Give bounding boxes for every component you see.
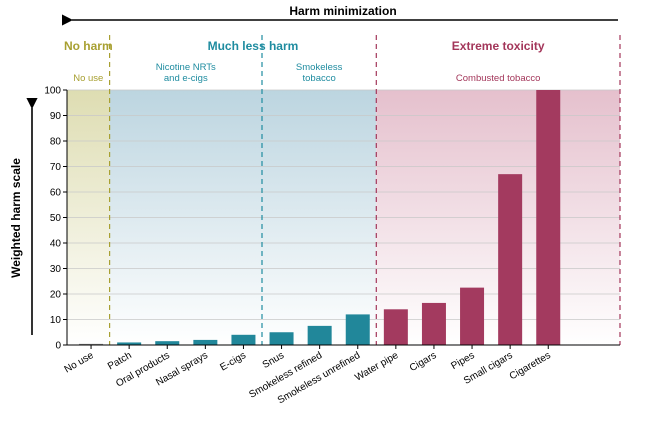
bar xyxy=(307,325,332,345)
bar xyxy=(117,342,142,345)
y-tick-label: 0 xyxy=(55,341,61,352)
bars xyxy=(79,90,561,346)
y-tick-label: 60 xyxy=(50,188,62,199)
region-title: Much less harm xyxy=(208,39,299,53)
y-tick-label: 40 xyxy=(50,239,62,250)
region-subtitle: Nicotine NRTs xyxy=(156,62,216,73)
y-tick-label: 10 xyxy=(50,315,62,326)
x-tick-label: Patch xyxy=(106,350,134,372)
gridlines xyxy=(67,89,620,346)
y-tick-label: 50 xyxy=(50,213,62,224)
bar xyxy=(536,90,561,345)
y-tick-label: 20 xyxy=(50,290,62,301)
x-tick-label: No use xyxy=(63,350,96,376)
y-tick-label: 90 xyxy=(50,111,62,122)
y-tick-label: 100 xyxy=(44,86,61,97)
region-subtitle: Smokeless xyxy=(296,62,343,73)
y-tick-label: 30 xyxy=(50,264,62,275)
bar xyxy=(345,314,370,345)
region-subtitle: and e-cigs xyxy=(164,73,208,84)
harm-minimization-label: Harm minimization xyxy=(289,4,396,18)
region-labels: No harm No use Much less harm Nicotine NRTs… xyxy=(64,39,545,84)
bar xyxy=(460,287,485,345)
region-subtitle: No use xyxy=(73,73,103,84)
y-tick-labels: 0 10 20 30 40 50 60 70 80 90 100 xyxy=(44,86,67,352)
x-tick-label: Snus xyxy=(261,350,286,371)
region-subtitle: tobacco xyxy=(303,73,336,84)
region-dividers xyxy=(108,35,621,345)
x-tick-label: Pipes xyxy=(449,350,476,372)
x-tick-label: Cigars xyxy=(408,350,439,374)
bar xyxy=(421,302,446,345)
y-tick-label: 80 xyxy=(50,137,62,148)
region-title: No harm xyxy=(64,39,113,53)
bar xyxy=(155,341,180,345)
region-title: Extreme toxicity xyxy=(452,39,545,53)
bar xyxy=(193,339,218,345)
x-tick-label: E-cigs xyxy=(218,350,248,373)
y-tick-label: 70 xyxy=(50,162,62,173)
bar xyxy=(498,174,523,345)
bar xyxy=(383,309,408,345)
x-tick-label: Cigarettes xyxy=(508,350,553,382)
bar xyxy=(231,334,256,345)
x-tick-label: Water pipe xyxy=(353,350,400,384)
bar xyxy=(269,332,294,345)
region-subtitle: Combusted tobacco xyxy=(456,73,541,84)
y-axis-label: Weighted harm scale xyxy=(9,158,23,278)
